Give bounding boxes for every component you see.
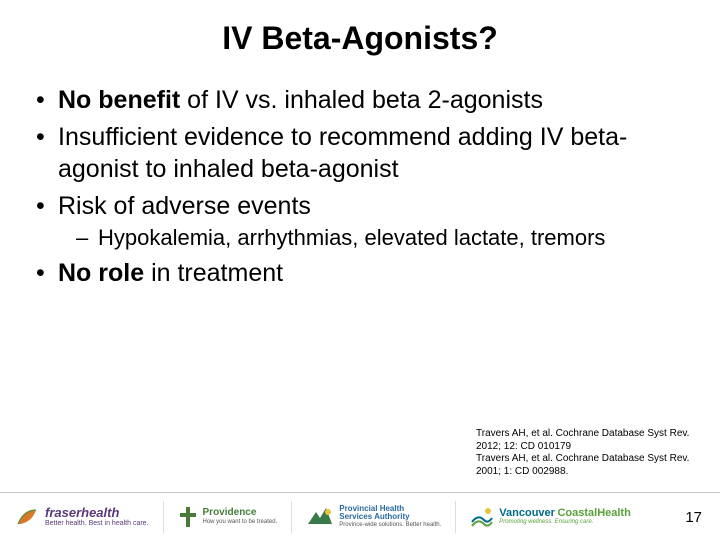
bullet-3-sub-1: Hypokalemia, arrhythmias, elevated lacta… — [58, 224, 684, 252]
phsa-line2: Services Authority — [339, 513, 441, 521]
bullet-4-bold: No role — [58, 259, 144, 287]
bullet-3: Risk of adverse events Hypokalemia, arrh… — [36, 191, 684, 252]
bullet-3-text: Risk of adverse events — [58, 192, 311, 220]
bullet-2: Insufficient evidence to recommend addin… — [36, 122, 684, 185]
leaf-icon — [14, 504, 40, 530]
logo-phsa: Provincial Health Services Authority Pro… — [306, 505, 441, 528]
mountain-icon — [306, 506, 334, 526]
footer: fraserhealth Better health. Best in heal… — [0, 492, 720, 540]
bullet-1-bold: No benefit — [58, 86, 180, 114]
bullet-3-sublist: Hypokalemia, arrhythmias, elevated lacta… — [58, 224, 684, 252]
vch-word2: CoastalHealth — [557, 507, 630, 519]
fraser-name: fraserhealth — [45, 506, 149, 520]
slide: IV Beta-Agonists? No benefit of IV vs. i… — [0, 0, 720, 540]
cross-icon — [178, 505, 198, 529]
bullet-1: No benefit of IV vs. inhaled beta 2-agon… — [36, 85, 684, 116]
reference-2: Travers AH, et al. Cochrane Database Sys… — [476, 453, 716, 478]
references: Travers AH, et al. Cochrane Database Sys… — [476, 428, 716, 478]
bullet-4-rest: in treatment — [144, 259, 283, 287]
bullet-1-rest: of IV vs. inhaled beta 2-agonists — [180, 86, 543, 114]
slide-body: No benefit of IV vs. inhaled beta 2-agon… — [0, 85, 720, 289]
logo-fraserhealth: fraserhealth Better health. Best in heal… — [14, 504, 149, 530]
fraser-tagline: Better health. Best in health care. — [45, 520, 149, 527]
separator — [291, 501, 292, 533]
providence-tagline: How you want to be treated. — [203, 519, 278, 525]
page-number: 17 — [685, 509, 702, 526]
vch-tagline: Promoting wellness. Ensuring care. — [499, 519, 631, 525]
separator — [163, 501, 164, 533]
bullet-list: No benefit of IV vs. inhaled beta 2-agon… — [36, 85, 684, 289]
vch-word1: Vancouver — [499, 507, 555, 519]
providence-name: Providence — [203, 508, 278, 519]
logo-providence: Providence How you want to be treated. — [178, 505, 278, 529]
bullet-4: No role in treatment — [36, 258, 684, 289]
phsa-tagline: Province-wide solutions. Better health. — [339, 522, 441, 528]
wave-icon — [470, 506, 494, 528]
reference-1: Travers AH, et al. Cochrane Database Sys… — [476, 428, 716, 453]
slide-title: IV Beta-Agonists? — [0, 20, 720, 57]
separator — [455, 501, 456, 533]
logo-vch: Vancouver CoastalHealth Promoting wellne… — [470, 506, 631, 528]
